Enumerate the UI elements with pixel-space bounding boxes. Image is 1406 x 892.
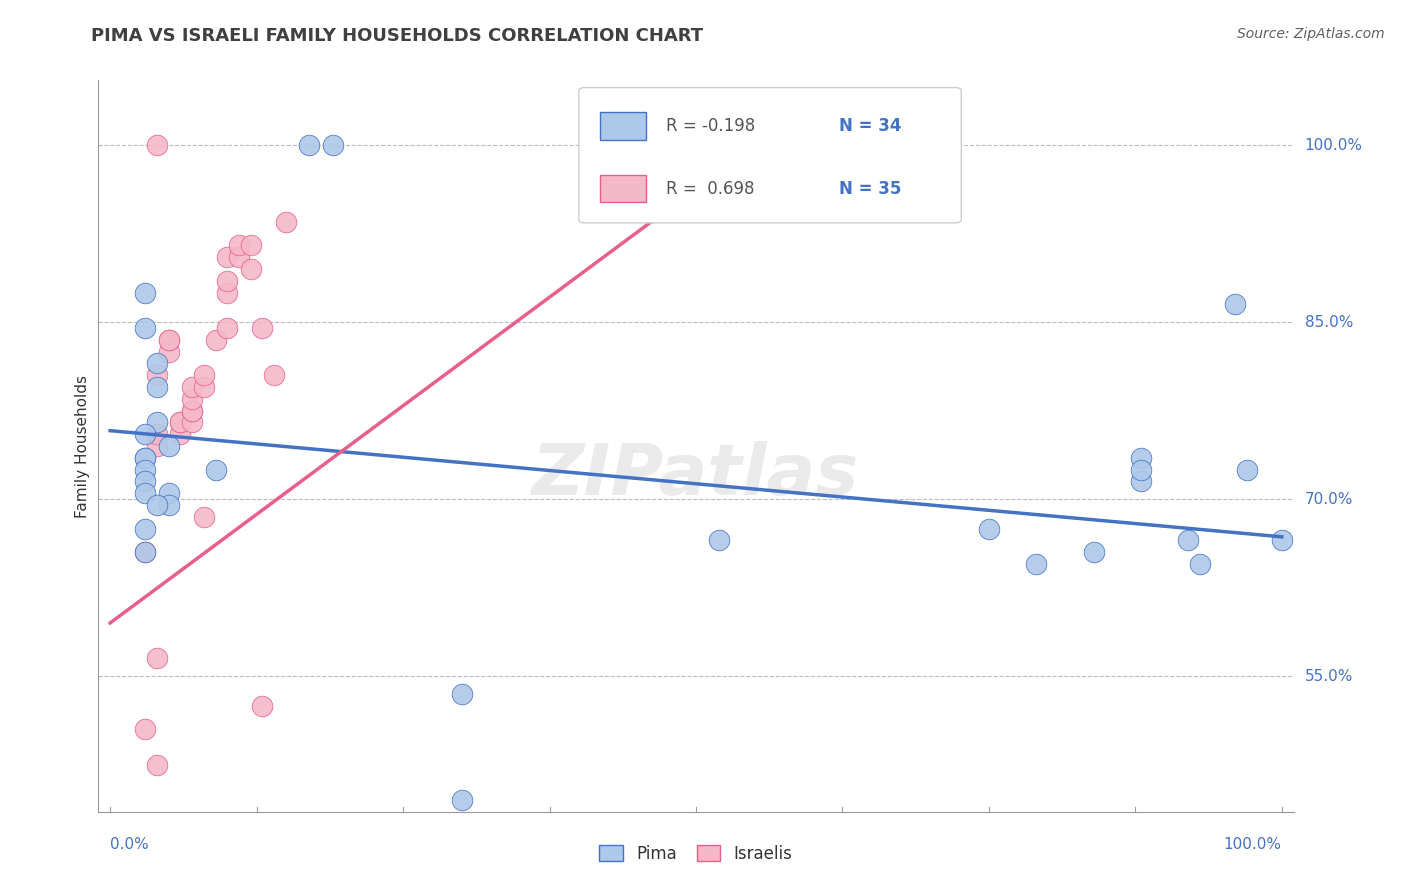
Point (134, 321, 156, 335)
Point (134, 545, 156, 559)
Point (709, 533, 731, 548)
Point (239, 238, 262, 252)
Text: R =  0.698: R = 0.698 (666, 179, 755, 197)
Point (298, 138, 321, 153)
Point (157, 486, 180, 500)
Point (181, 403, 204, 417)
Point (217, 250, 239, 264)
Point (181, 380, 204, 394)
Point (252, 321, 274, 335)
Point (450, 793, 472, 807)
Point (181, 416, 204, 430)
FancyBboxPatch shape (579, 87, 962, 223)
Point (134, 285, 156, 300)
Point (1083, 545, 1105, 559)
Point (322, 138, 344, 153)
Legend: Pima, Israelis: Pima, Israelis (593, 838, 799, 869)
Point (181, 403, 204, 417)
Point (146, 651, 169, 665)
Point (134, 522, 156, 536)
Point (450, 687, 472, 701)
Point (228, 238, 250, 252)
Point (157, 333, 180, 347)
Text: 100.0%: 100.0% (1305, 137, 1362, 153)
Text: PIMA VS ISRAELI FAMILY HOUSEHOLDS CORRELATION CHART: PIMA VS ISRAELI FAMILY HOUSEHOLDS CORREL… (91, 27, 703, 45)
Point (146, 368, 169, 383)
Point (193, 368, 215, 383)
Text: N = 35: N = 35 (839, 179, 901, 197)
Point (204, 333, 226, 347)
Point (157, 439, 180, 453)
Text: ZIPatlas: ZIPatlas (533, 441, 859, 509)
Point (146, 439, 169, 453)
Point (1223, 297, 1246, 311)
Point (146, 498, 169, 512)
Point (134, 462, 156, 476)
Point (217, 285, 239, 300)
Point (274, 215, 297, 229)
Text: 100.0%: 100.0% (1223, 837, 1282, 852)
Point (146, 356, 169, 370)
Point (193, 509, 215, 524)
Point (1130, 475, 1153, 489)
Point (217, 274, 239, 288)
Point (1025, 557, 1047, 571)
FancyBboxPatch shape (600, 175, 645, 202)
Point (134, 486, 156, 500)
Text: 70.0%: 70.0% (1305, 491, 1353, 507)
Point (157, 498, 180, 512)
Point (228, 250, 250, 264)
Point (134, 475, 156, 489)
Point (193, 380, 215, 394)
Text: 85.0%: 85.0% (1305, 315, 1353, 330)
Point (204, 462, 226, 476)
Text: N = 34: N = 34 (839, 118, 901, 136)
Point (977, 522, 1000, 536)
Point (134, 722, 156, 736)
Point (146, 138, 169, 153)
Point (169, 416, 191, 430)
Text: Source: ZipAtlas.com: Source: ZipAtlas.com (1237, 27, 1385, 41)
Point (169, 416, 191, 430)
Point (239, 262, 262, 277)
Point (1271, 533, 1294, 548)
Point (157, 344, 180, 359)
Point (181, 392, 204, 406)
Point (169, 427, 191, 442)
FancyBboxPatch shape (600, 112, 645, 140)
Text: R = -0.198: R = -0.198 (666, 118, 755, 136)
Text: 55.0%: 55.0% (1305, 668, 1353, 683)
Point (134, 450, 156, 465)
Point (217, 321, 239, 335)
Text: 0.0%: 0.0% (110, 837, 149, 852)
Point (1236, 462, 1258, 476)
Point (146, 380, 169, 394)
Point (1177, 533, 1199, 548)
Point (134, 427, 156, 442)
Point (1188, 557, 1211, 571)
Point (134, 545, 156, 559)
Point (1130, 462, 1153, 476)
Point (134, 450, 156, 465)
Point (146, 757, 169, 772)
Point (157, 333, 180, 347)
Point (1130, 450, 1153, 465)
Point (146, 427, 169, 442)
Point (263, 368, 285, 383)
Point (252, 698, 274, 713)
Point (146, 416, 169, 430)
Y-axis label: Family Households: Family Households (75, 375, 90, 517)
